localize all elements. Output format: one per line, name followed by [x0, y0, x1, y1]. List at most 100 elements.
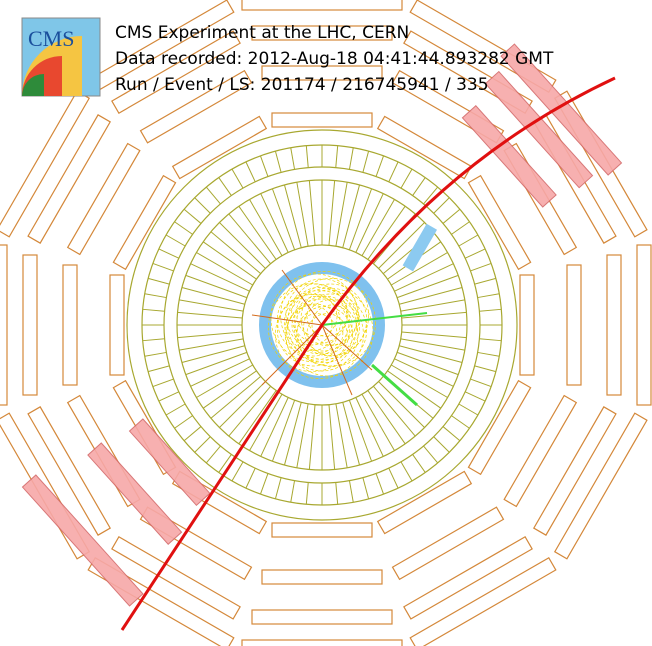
- wedge: [379, 382, 425, 428]
- page: CMS CMS Experiment at the LHC, CERN Data…: [0, 0, 652, 646]
- wedge: [397, 275, 458, 297]
- segment: [206, 187, 220, 204]
- wedge: [349, 400, 371, 461]
- segment: [246, 162, 255, 182]
- segment: [376, 473, 384, 494]
- wedge: [397, 352, 458, 374]
- segment: [175, 416, 193, 429]
- segment: [275, 151, 281, 172]
- segment: [159, 249, 179, 258]
- segment: [336, 482, 338, 504]
- cms-logo: CMS: [22, 18, 100, 96]
- muon-chamber: [504, 396, 576, 507]
- segment: [206, 446, 220, 463]
- segment: [401, 462, 412, 481]
- wedge: [309, 181, 315, 246]
- muon-chamber: [242, 640, 402, 646]
- segment: [389, 468, 398, 488]
- segment: [195, 198, 211, 214]
- wedge: [186, 352, 247, 374]
- muon-chamber: [410, 558, 556, 646]
- muon-chamber: [63, 265, 77, 385]
- event-display: CMS CMS Experiment at the LHC, CERN Data…: [0, 0, 652, 646]
- segment: [148, 366, 169, 372]
- wedge: [309, 405, 315, 470]
- segment: [475, 366, 496, 372]
- segment: [175, 222, 193, 235]
- wedge: [219, 222, 265, 268]
- segment: [470, 263, 491, 271]
- segment: [232, 169, 243, 188]
- segment: [184, 209, 201, 223]
- segment: [291, 481, 295, 503]
- track: [372, 365, 417, 405]
- segment: [363, 151, 369, 172]
- segment: [291, 148, 295, 170]
- muon-chamber: [110, 275, 124, 375]
- muon-chamber: [468, 381, 530, 475]
- segment: [184, 427, 201, 441]
- muon-chamber: [555, 413, 647, 559]
- segment: [424, 446, 438, 463]
- muon-chamber: [520, 275, 534, 375]
- segment: [153, 379, 174, 387]
- header-line: Data recorded: 2012-Aug-18 04:41:44.8932…: [115, 49, 554, 69]
- wedge: [186, 275, 247, 297]
- track: [282, 270, 322, 325]
- segment: [148, 278, 169, 284]
- muon-chamber: [0, 245, 7, 405]
- segment: [275, 478, 281, 499]
- muon-chamber: [23, 255, 37, 395]
- wedge: [329, 405, 335, 470]
- muon-chamber: [252, 610, 392, 624]
- segment: [143, 309, 165, 311]
- logo-text: CMS: [28, 26, 74, 51]
- segment: [260, 473, 268, 494]
- header-line: CMS Experiment at the LHC, CERN: [115, 23, 409, 43]
- muon-chamber: [607, 255, 621, 395]
- segment: [260, 156, 268, 177]
- segment: [478, 294, 500, 298]
- segment: [434, 198, 450, 214]
- muon-chamber: [272, 113, 372, 127]
- segment: [349, 481, 353, 503]
- wedge: [329, 181, 335, 246]
- muon-chamber: [68, 144, 140, 255]
- muon-chamber: [272, 523, 372, 537]
- wedge: [349, 189, 371, 250]
- segment: [143, 339, 165, 341]
- segment: [363, 478, 369, 499]
- segment: [459, 235, 478, 246]
- muon-chamber: [378, 116, 472, 178]
- segment: [443, 427, 460, 441]
- muon-chamber: [468, 176, 530, 270]
- segment: [145, 294, 167, 298]
- muon-chamber: [0, 91, 89, 237]
- segment: [153, 263, 174, 271]
- segment: [479, 309, 501, 311]
- segment: [451, 416, 469, 429]
- segment: [479, 339, 501, 341]
- wedge: [178, 332, 243, 338]
- segment: [349, 148, 353, 170]
- segment: [451, 222, 469, 235]
- wedge: [272, 400, 294, 461]
- segment: [389, 162, 398, 182]
- segment: [475, 278, 496, 284]
- segment: [413, 454, 426, 472]
- muon-chamber: [637, 245, 651, 405]
- segment: [459, 404, 478, 415]
- segment: [465, 249, 485, 258]
- segment: [401, 169, 412, 188]
- wedge: [178, 312, 243, 318]
- segment: [443, 209, 460, 223]
- segment: [232, 462, 243, 481]
- muon-chamber: [113, 176, 175, 270]
- segment: [413, 178, 426, 196]
- muon-chamber: [242, 0, 402, 10]
- segment: [166, 235, 185, 246]
- segment: [465, 392, 485, 401]
- segment: [159, 392, 179, 401]
- segment: [470, 379, 491, 387]
- segment: [336, 146, 338, 168]
